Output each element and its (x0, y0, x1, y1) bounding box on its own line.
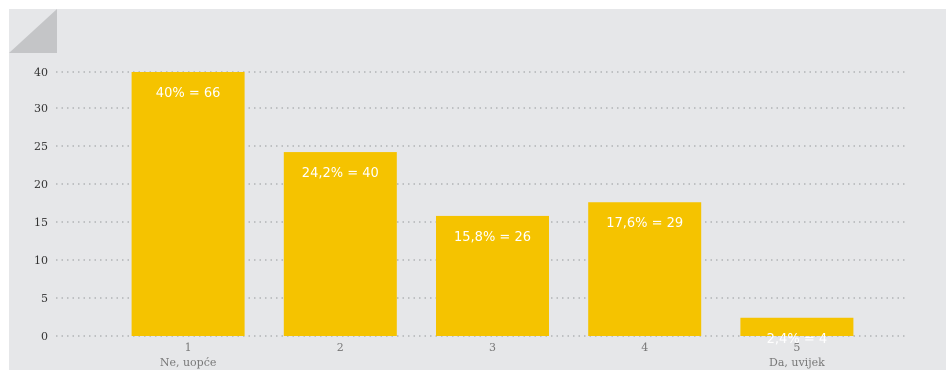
y-tick-label: 20 (34, 178, 48, 191)
y-tick-label: 40 (34, 66, 48, 79)
data-label-5: 2,4% = 4 (767, 332, 827, 347)
y-axis-ticks: 0 5 10 15 20 25 30 40 (34, 66, 48, 343)
y-tick-label: 30 (34, 102, 48, 115)
x-tick-sublabel-1: Ne, uopće (160, 356, 217, 369)
x-tick-label-2: 2 (337, 341, 344, 354)
bar-4 (588, 202, 702, 336)
bar-5 (740, 317, 854, 336)
y-tick-label: 10 (34, 254, 48, 267)
data-label-4: 17,6% = 29 (606, 216, 683, 231)
bar-3 (436, 215, 549, 336)
data-label-3: 15,8% = 26 (454, 230, 531, 245)
y-tick-label: 15 (34, 216, 48, 229)
x-tick-label-5: 5 (793, 341, 800, 354)
y-tick-label: 25 (34, 140, 48, 153)
x-tick-sublabel-5: Da, uvijek (769, 356, 825, 369)
data-label-2: 24,2% = 40 (302, 166, 379, 181)
x-axis-ticks: 1 Ne, uopće 2 3 4 5 Da, uvijek (160, 341, 825, 369)
y-tick-label: 0 (41, 330, 48, 343)
y-tick-label: 5 (41, 292, 48, 305)
corner-fold-decoration (9, 9, 57, 53)
bar-1 (131, 72, 245, 336)
x-tick-label-4: 4 (641, 341, 648, 354)
data-labels: 40% = 66 24,2% = 40 15,8% = 26 17,6% = 29 2,… (156, 86, 827, 347)
x-tick-label-3: 3 (489, 341, 496, 354)
bars (131, 72, 854, 336)
bar-2 (283, 152, 397, 336)
data-label-1: 40% = 66 (156, 86, 221, 101)
x-tick-label-1: 1 (185, 341, 192, 354)
